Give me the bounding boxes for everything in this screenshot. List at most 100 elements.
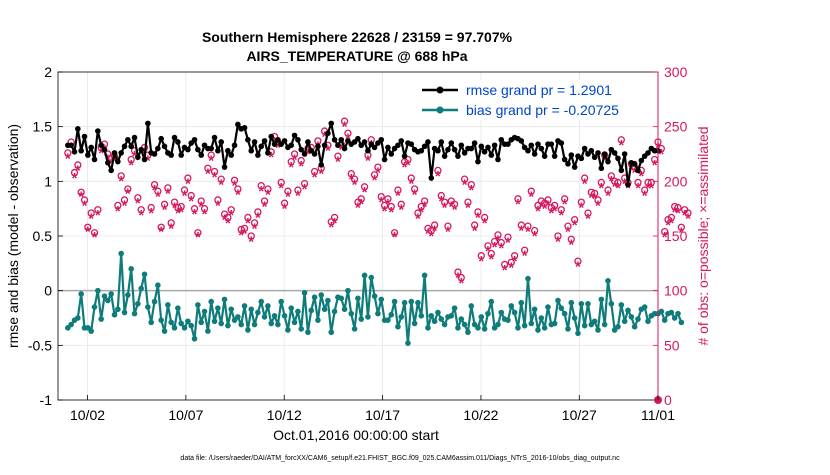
- rmse-point: [485, 144, 491, 151]
- obs-possible-marker: [330, 213, 339, 222]
- bias-point: [285, 327, 291, 333]
- legend-rmse-marker: [436, 86, 444, 94]
- obs-assimilated-marker: *: [175, 205, 181, 222]
- obs-possible-marker: [457, 273, 465, 282]
- rmse-point: [215, 147, 221, 154]
- rmse-point: [281, 138, 288, 144]
- obs-assimilated-marker: *: [205, 166, 211, 183]
- obs-assimilated-marker: *: [75, 162, 81, 179]
- bias-point: [401, 299, 408, 306]
- bias-point: [358, 316, 365, 322]
- bias-point: [108, 291, 114, 297]
- obs-possible-marker: [247, 232, 255, 240]
- bias-point: [578, 300, 585, 307]
- obs-possible-marker: [230, 176, 239, 184]
- obs-assimilated-marker: *: [402, 159, 408, 176]
- obs-possible-marker: [507, 258, 515, 266]
- obs-assimilated-marker: *: [502, 262, 508, 279]
- obs-possible-marker: [177, 202, 185, 211]
- rmse-point: [168, 152, 174, 158]
- bias-point: [228, 306, 235, 313]
- rmse-point: [251, 139, 258, 145]
- bias-point: [378, 296, 385, 303]
- rmse-point: [338, 136, 345, 143]
- obs-assimilated-marker: *: [662, 229, 668, 246]
- obs-assimilated-marker: *: [162, 202, 168, 219]
- rmse-point: [455, 153, 461, 159]
- obs-possible-marker: [414, 209, 422, 217]
- bias-point: [331, 308, 338, 315]
- obs-assimilated-marker: *: [232, 178, 238, 195]
- rmse-point: [435, 147, 441, 154]
- y-left-tick-label: 0.5: [33, 228, 53, 244]
- rmse-point: [541, 153, 548, 159]
- obs-possible-marker: [297, 156, 305, 165]
- obs-possible-marker: [80, 196, 89, 204]
- obs-assimilated-marker: *: [275, 139, 281, 156]
- bias-point: [145, 304, 151, 310]
- bias-point: [525, 275, 531, 282]
- obs-assimilated-marker: *: [88, 210, 94, 227]
- obs-possible-marker: [590, 189, 599, 198]
- bias-point: [171, 325, 178, 331]
- bias-point: [585, 300, 591, 307]
- rmse-point: [388, 151, 395, 157]
- bias-point: [301, 290, 308, 296]
- bias-point: [361, 272, 368, 279]
- obs-assimilated-marker: *: [495, 232, 501, 249]
- obs-assimilated-marker: *: [328, 219, 334, 236]
- bias-point: [668, 309, 675, 316]
- bias-point: [385, 317, 391, 323]
- bias-point: [325, 297, 331, 304]
- obs-assimilated-marker: *: [332, 215, 338, 232]
- obs-possible-marker: [494, 231, 502, 239]
- y-left-tick-label: -1: [40, 392, 53, 408]
- bias-point: [608, 300, 615, 307]
- obs-possible-marker: [90, 229, 99, 237]
- rmse-point: [548, 141, 555, 147]
- obs-possible-marker: [204, 164, 212, 172]
- bias-point: [391, 298, 398, 305]
- obs-possible-marker: [240, 224, 249, 232]
- obs-possible-marker: [214, 196, 222, 204]
- obs-possible-marker: [170, 198, 179, 206]
- obs-possible-marker: [587, 188, 595, 196]
- rmse-point: [245, 136, 251, 143]
- bias-point: [561, 310, 568, 317]
- obs-assimilated-marker: *: [95, 207, 101, 224]
- obs-possible-marker: [187, 191, 195, 200]
- obs-assimilated-marker: *: [528, 189, 534, 206]
- rmse-point: [311, 151, 318, 157]
- obs-assimilated-marker: *: [585, 210, 591, 227]
- obs-possible-marker: [280, 199, 289, 207]
- y-right-tick-label: 0: [664, 392, 672, 408]
- obs-assimilated-marker: *: [612, 179, 618, 196]
- bias-point: [88, 328, 94, 334]
- obs-possible-marker: [434, 166, 442, 175]
- bias-point: [75, 315, 81, 321]
- obs-possible-marker: [514, 195, 522, 203]
- obs-assimilated-marker: *: [565, 224, 571, 241]
- obs-assimilated-marker: *: [425, 226, 431, 243]
- obs-possible-marker: [647, 178, 655, 187]
- obs-assimilated-marker: *: [605, 187, 611, 204]
- obs-assimilated-marker: *: [628, 161, 634, 178]
- obs-assimilated-marker: *: [302, 181, 308, 198]
- rmse-point: [458, 142, 465, 149]
- rmse-point: [128, 143, 134, 150]
- bias-point: [575, 330, 581, 337]
- rmse-point: [438, 139, 445, 145]
- bias-point: [288, 305, 295, 311]
- obs-possible-marker: [344, 129, 352, 137]
- obs-assimilated-marker: *: [525, 224, 531, 241]
- rmse-point: [525, 147, 531, 154]
- obs-assimilated-marker: *: [285, 189, 291, 206]
- obs-assimilated-marker: *: [515, 196, 521, 213]
- obs-assimilated-marker: *: [252, 220, 258, 237]
- obs-possible-marker: [87, 209, 95, 217]
- bias-point: [441, 321, 448, 328]
- obs-assimilated-marker: *: [478, 253, 484, 270]
- bias-point: [221, 296, 228, 303]
- bias-point: [115, 306, 121, 313]
- obs-possible-marker: [174, 203, 182, 212]
